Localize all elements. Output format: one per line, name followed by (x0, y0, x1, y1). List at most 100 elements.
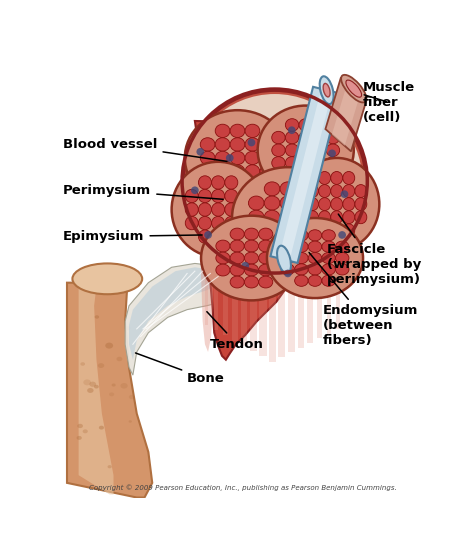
Ellipse shape (322, 230, 335, 241)
Ellipse shape (295, 241, 308, 252)
Ellipse shape (273, 264, 287, 276)
Ellipse shape (245, 252, 258, 264)
Ellipse shape (260, 151, 275, 164)
Ellipse shape (296, 182, 311, 196)
Ellipse shape (125, 326, 130, 330)
Ellipse shape (319, 211, 330, 224)
Ellipse shape (230, 228, 244, 240)
Ellipse shape (230, 124, 245, 138)
Ellipse shape (264, 239, 280, 253)
Ellipse shape (77, 436, 82, 440)
Ellipse shape (326, 157, 340, 169)
Ellipse shape (285, 119, 299, 131)
Circle shape (338, 231, 346, 239)
Ellipse shape (322, 253, 335, 264)
Ellipse shape (200, 138, 215, 151)
Ellipse shape (272, 157, 285, 169)
Ellipse shape (307, 184, 319, 197)
PathPatch shape (201, 129, 222, 352)
Ellipse shape (322, 275, 335, 286)
Ellipse shape (296, 239, 311, 253)
Ellipse shape (225, 190, 238, 203)
Circle shape (284, 269, 292, 277)
PathPatch shape (79, 287, 113, 494)
Ellipse shape (259, 228, 273, 240)
Ellipse shape (319, 198, 330, 211)
Ellipse shape (259, 264, 273, 276)
Ellipse shape (211, 203, 225, 216)
Ellipse shape (245, 151, 260, 164)
Ellipse shape (312, 157, 326, 169)
Circle shape (288, 126, 296, 134)
Ellipse shape (259, 252, 273, 264)
Ellipse shape (230, 151, 245, 164)
PathPatch shape (125, 263, 237, 375)
Text: Muscle
fiber
(cell): Muscle fiber (cell) (363, 81, 415, 124)
Ellipse shape (264, 182, 280, 196)
Ellipse shape (281, 264, 294, 275)
Text: Blood vessel: Blood vessel (63, 138, 227, 162)
Ellipse shape (185, 203, 198, 216)
Ellipse shape (343, 198, 355, 211)
Ellipse shape (245, 276, 258, 288)
Ellipse shape (77, 424, 83, 428)
Ellipse shape (225, 216, 238, 230)
Ellipse shape (238, 203, 251, 216)
Ellipse shape (299, 169, 312, 182)
Ellipse shape (308, 230, 322, 241)
Ellipse shape (215, 178, 230, 192)
Ellipse shape (215, 151, 230, 164)
Ellipse shape (343, 184, 355, 197)
Ellipse shape (258, 106, 354, 195)
Ellipse shape (299, 144, 312, 157)
Ellipse shape (308, 264, 322, 275)
Ellipse shape (172, 162, 264, 257)
Ellipse shape (312, 196, 328, 210)
Text: Fascicle
(wrapped by
perimysium): Fascicle (wrapped by perimysium) (327, 214, 421, 286)
Ellipse shape (245, 178, 260, 192)
Ellipse shape (281, 241, 294, 252)
Ellipse shape (312, 210, 328, 224)
Ellipse shape (216, 240, 230, 252)
Ellipse shape (245, 264, 258, 276)
Ellipse shape (230, 178, 245, 192)
Ellipse shape (185, 216, 198, 230)
Text: Bone: Bone (136, 353, 225, 385)
Ellipse shape (264, 196, 280, 210)
Circle shape (226, 154, 234, 162)
Ellipse shape (199, 216, 211, 230)
Ellipse shape (319, 184, 330, 197)
Ellipse shape (245, 165, 260, 178)
Ellipse shape (81, 362, 85, 366)
Ellipse shape (264, 224, 280, 239)
PathPatch shape (332, 83, 360, 146)
Ellipse shape (341, 75, 366, 102)
Ellipse shape (109, 392, 114, 396)
Ellipse shape (248, 224, 264, 239)
Ellipse shape (280, 224, 296, 239)
Text: Endomysium
(between
fibers): Endomysium (between fibers) (309, 253, 418, 347)
Ellipse shape (230, 276, 244, 288)
Ellipse shape (87, 388, 93, 393)
Ellipse shape (232, 167, 344, 267)
Ellipse shape (267, 218, 363, 298)
Ellipse shape (211, 176, 225, 189)
Ellipse shape (89, 382, 96, 387)
Ellipse shape (230, 240, 244, 252)
Ellipse shape (299, 119, 312, 131)
Ellipse shape (299, 131, 312, 144)
Ellipse shape (264, 210, 280, 224)
Ellipse shape (285, 157, 299, 169)
Ellipse shape (312, 119, 326, 131)
Ellipse shape (280, 196, 296, 210)
Text: Tendon: Tendon (207, 312, 264, 351)
Ellipse shape (245, 138, 260, 151)
Ellipse shape (343, 224, 355, 237)
Circle shape (328, 149, 336, 157)
Ellipse shape (248, 196, 264, 210)
Ellipse shape (211, 216, 225, 230)
Ellipse shape (187, 94, 362, 268)
Ellipse shape (299, 157, 312, 169)
Ellipse shape (326, 144, 340, 157)
Ellipse shape (216, 252, 230, 264)
